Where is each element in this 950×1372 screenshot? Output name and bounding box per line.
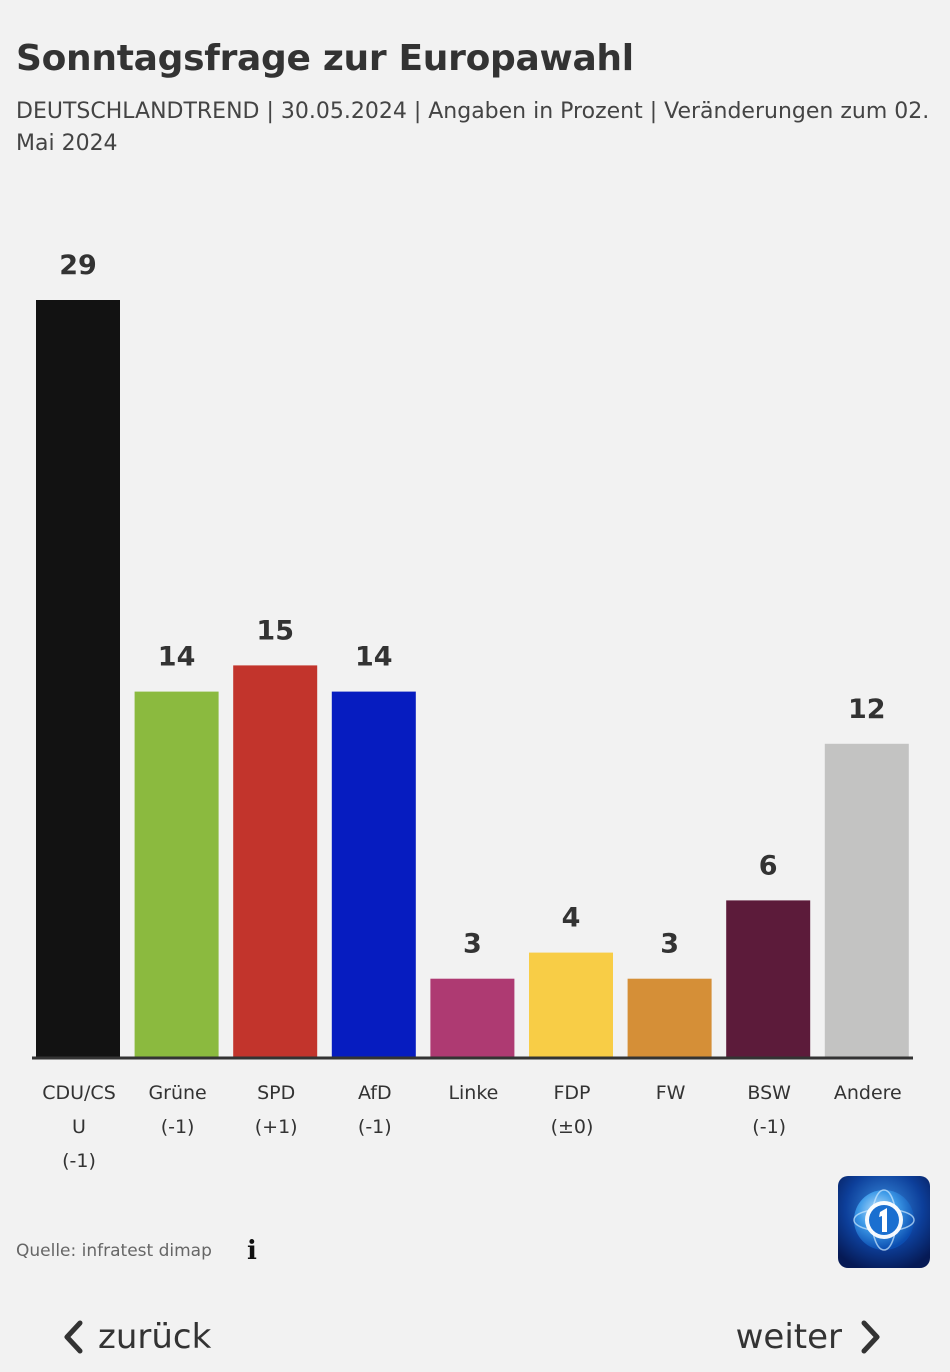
bar-3 [331,691,416,1057]
category-label-0-line-1: U [72,1116,86,1138]
chart-title: Sonntagsfrage zur Europawahl [16,38,634,79]
chevron-right-icon [861,1320,880,1354]
bar-0 [36,300,120,1057]
bar-2 [233,665,318,1057]
bar-5 [529,952,613,1057]
category-label-3-line-1: (-1) [358,1116,392,1138]
category-label-7: BSW [747,1082,791,1104]
back-button[interactable]: zurück [62,1312,211,1362]
next-label: weiter [735,1317,842,1357]
next-button[interactable]: weiter [736,1312,882,1362]
value-label-4: 3 [463,929,482,960]
value-label-0: 29 [59,250,97,281]
bar-7 [726,900,811,1057]
category-label-0: CDU/CS [42,1082,116,1104]
bar-4 [430,978,515,1057]
back-label: zurück [98,1317,212,1357]
bar-8 [824,743,909,1057]
bar-6 [627,978,712,1057]
bars-group: 29 CDU/CS U (-1) 14 Grüne (-1) 15 SPD (+1) 14 AfD (-… [36,250,909,1172]
category-label-2: SPD [257,1082,295,1104]
category-label-8: Andere [834,1082,902,1104]
bar-chart: 29 CDU/CS U (-1) 14 Grüne (-1) 15 SPD (+1) 14 AfD (-… [32,250,913,1172]
category-label-5: FDP [553,1082,590,1104]
value-label-3: 14 [355,642,393,673]
chart-subtitle: DEUTSCHLANDTREND | 30.05.2024 | Angaben … [16,99,930,156]
category-label-7-line-1: (-1) [752,1116,786,1138]
value-label-8: 12 [848,694,886,725]
value-label-5: 4 [562,903,581,934]
bar-1 [134,691,219,1057]
category-label-2-line-1: (+1) [255,1116,298,1138]
value-label-2: 15 [256,615,294,646]
value-label-7: 6 [759,850,778,881]
value-label-6: 3 [660,929,679,960]
ard-logo [838,1176,930,1268]
info-icon[interactable]: i [247,1236,257,1266]
category-label-0-line-2: (-1) [62,1150,96,1172]
source-note: Quelle: infratest dimap [16,1241,212,1261]
category-label-1: Grüne [148,1082,206,1104]
category-label-1-line-1: (-1) [161,1116,195,1138]
value-label-1: 14 [158,642,196,673]
category-label-6: FW [656,1082,686,1104]
category-label-3: AfD [358,1082,392,1104]
chevron-left-icon [64,1320,83,1354]
category-label-4: Linke [448,1082,498,1104]
category-label-5-line-1: (±0) [551,1116,594,1138]
